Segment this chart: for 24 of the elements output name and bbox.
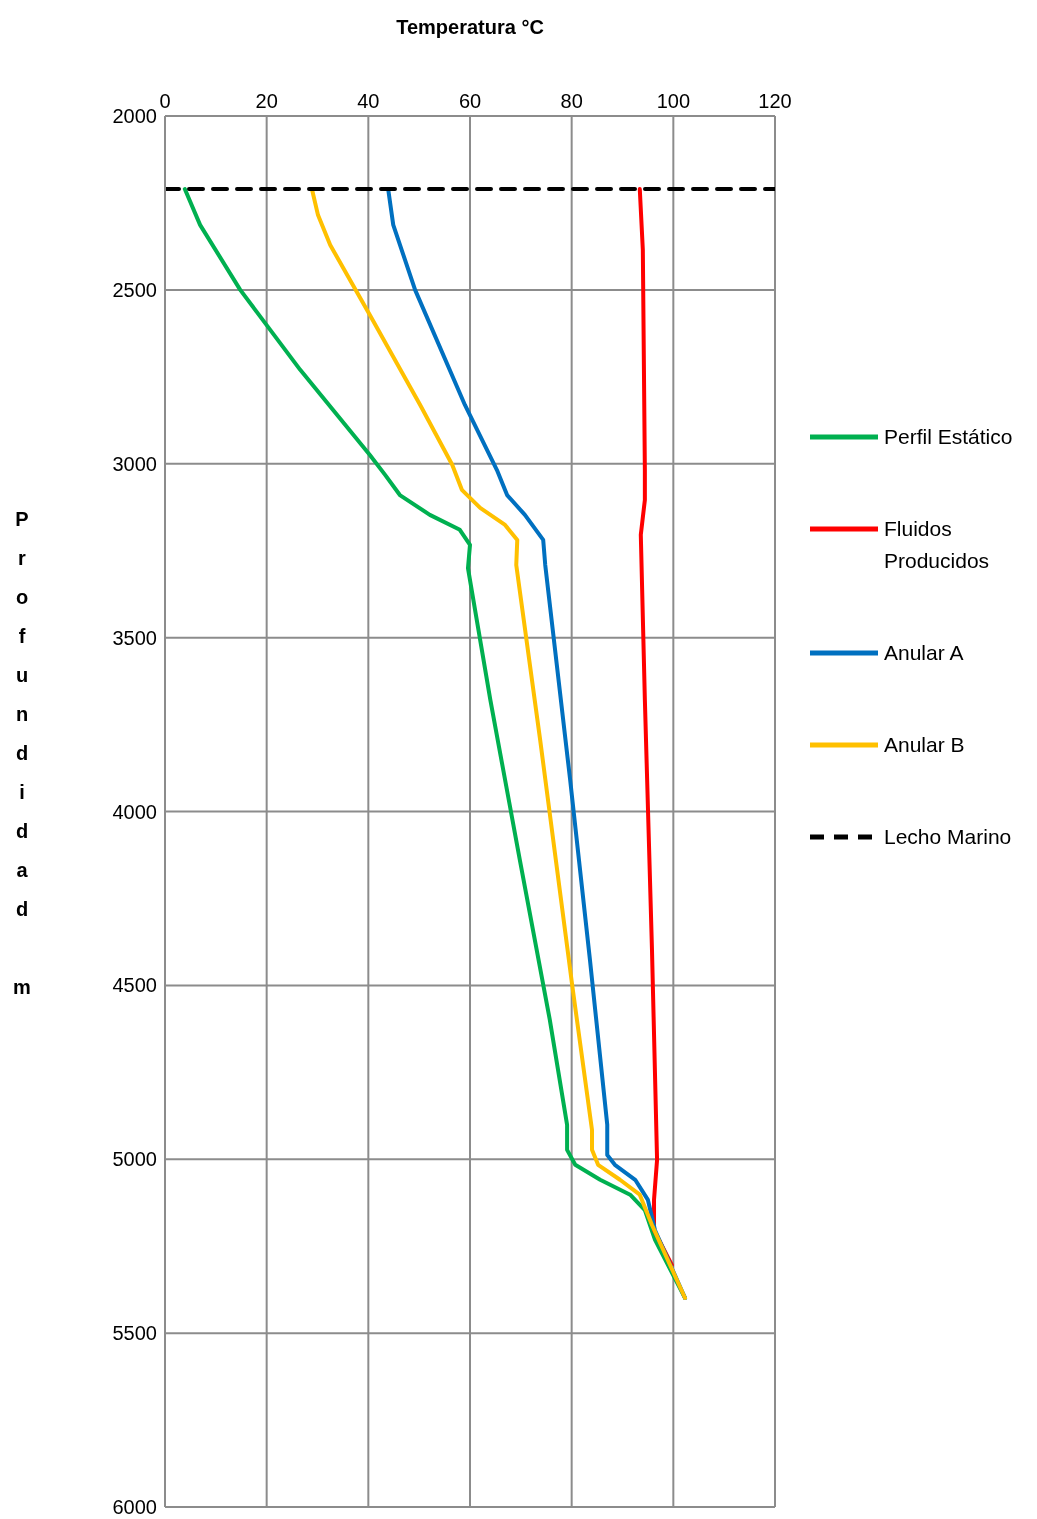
y-tick-label: 5500: [112, 1322, 157, 1345]
y-tick-label: 5000: [112, 1148, 157, 1171]
x-tick-label: 100: [656, 90, 691, 112]
y-tick-label: 6000: [112, 1496, 157, 1519]
x-tick-label: 120: [758, 90, 792, 112]
legend-label: Fluidos Producidos: [884, 516, 991, 574]
x-tick-label: 40: [357, 90, 380, 112]
y-tick-label: 4000: [112, 800, 157, 823]
x-axis-title: Temperatura °C: [395, 16, 545, 39]
x-tick-label: 0: [159, 90, 171, 112]
legend-label: Anular A: [884, 640, 965, 666]
line-series: [637, 187, 674, 1267]
legend-label: Anular B: [884, 732, 966, 758]
y-tick-label: 3000: [112, 452, 157, 475]
y-tick-label: 2500: [112, 278, 157, 301]
legend-label: Perfil Estático: [884, 424, 1014, 450]
y-tick-label: 4500: [112, 974, 157, 997]
x-tick-label: 80: [560, 90, 583, 112]
x-tick-label: 20: [255, 90, 278, 112]
legend-label: Lecho Marino: [884, 824, 1013, 850]
x-tick-label: 60: [458, 90, 482, 112]
y-tick-label: 3500: [112, 626, 157, 649]
y-axis-title: Profundidad m: [10, 508, 33, 1015]
y-tick-label: 2000: [112, 105, 157, 128]
